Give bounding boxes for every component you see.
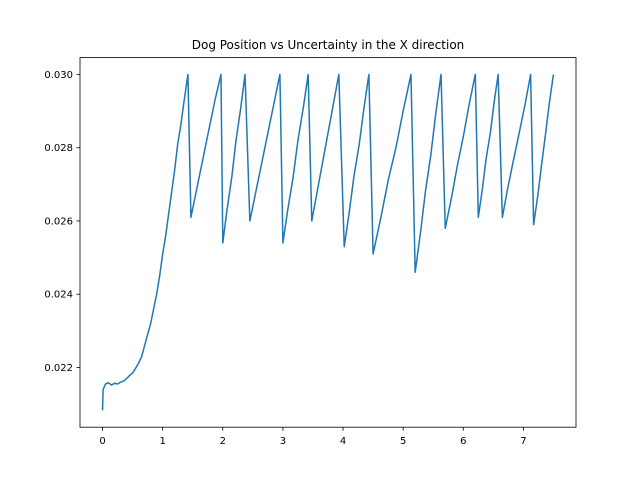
y-tick-label: 0.022: [44, 363, 73, 374]
x-tick-label: 3: [280, 436, 286, 447]
x-tick-label: 7: [520, 436, 526, 447]
y-tick-label: 0.028: [44, 143, 73, 154]
chart-title: Dog Position vs Uncertainty in the X dir…: [192, 38, 465, 52]
x-tick-label: 2: [220, 436, 226, 447]
x-tick-label: 5: [400, 436, 406, 447]
data-line: [101, 73, 555, 411]
y-tick-label: 0.026: [44, 216, 73, 227]
x-tick-label: 6: [460, 436, 466, 447]
x-tick-label: 4: [340, 436, 346, 447]
x-tick-label: 0: [99, 436, 105, 447]
y-tick-label: 0.024: [44, 290, 73, 301]
plot-frame: [79, 57, 577, 428]
x-tick-label: 1: [159, 436, 165, 447]
y-tick-label: 0.030: [44, 70, 73, 81]
